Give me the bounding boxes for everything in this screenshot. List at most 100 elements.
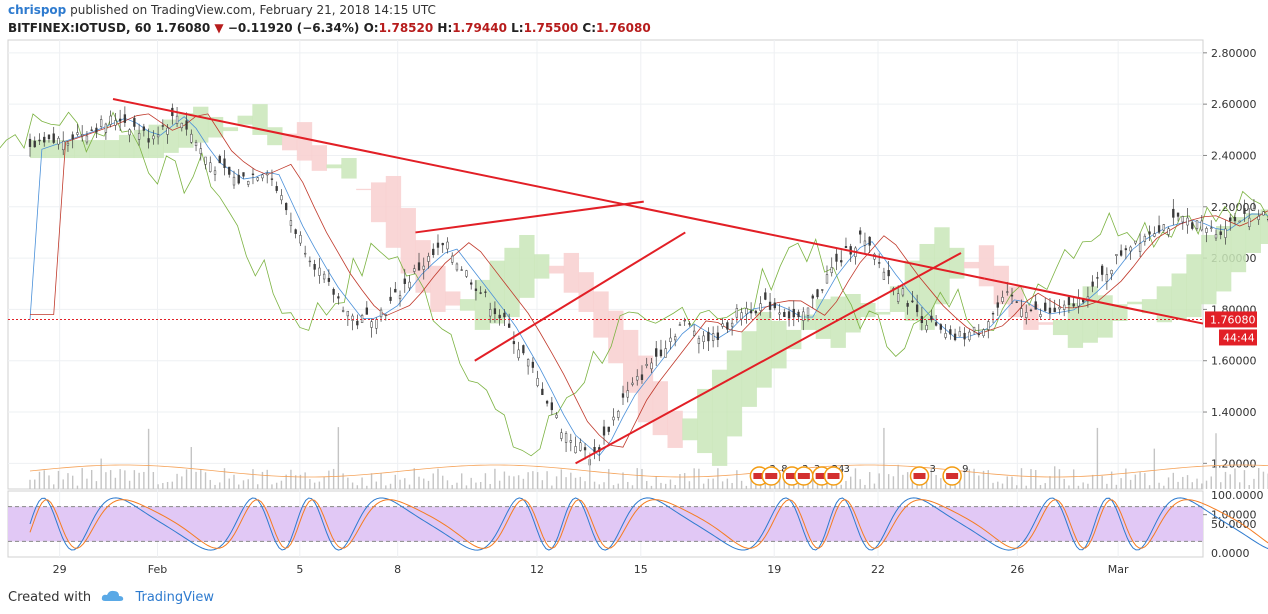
candle-body: [394, 288, 397, 293]
candle-body: [432, 248, 435, 256]
candle-body: [152, 135, 155, 140]
candle-body: [897, 293, 900, 302]
volume-bar: [627, 481, 629, 489]
candle-body: [1053, 307, 1056, 313]
candle-body: [636, 376, 639, 381]
volume-bar: [261, 471, 264, 489]
volume-bar: [304, 472, 306, 489]
candle-body: [304, 252, 307, 255]
volume-bar: [380, 473, 382, 489]
volume-bar: [456, 482, 458, 489]
price-tick-label: 2.80000: [1211, 47, 1257, 60]
candle-body: [422, 265, 425, 270]
trendline: [415, 200, 644, 234]
volume-bar: [484, 473, 487, 489]
volume-bar: [119, 469, 121, 489]
cloud-segment: [993, 265, 1009, 305]
volume-bar: [850, 476, 852, 489]
volume-bar: [1025, 485, 1027, 489]
volume-bar: [252, 469, 254, 489]
flag-stripe: [786, 473, 799, 479]
cloud-segment: [963, 261, 980, 269]
volume-bar: [584, 481, 586, 489]
volume-bar: [1158, 482, 1160, 489]
volume-bar: [498, 480, 501, 489]
event-badge-label: 9: [962, 464, 968, 475]
cloud-segment: [682, 418, 698, 441]
cloud-segment: [978, 245, 995, 287]
candle-body: [1143, 235, 1146, 242]
candle-body: [52, 133, 55, 143]
candle-body: [104, 123, 108, 133]
cloud-segment: [1141, 299, 1158, 314]
cloud-segment: [430, 265, 446, 312]
candle-body: [266, 173, 269, 176]
volume-bar: [1196, 478, 1198, 489]
candle-body: [493, 308, 497, 315]
volume-bar: [726, 478, 729, 489]
price-tick-label: 1.60000: [1211, 355, 1257, 368]
volume-bar: [712, 478, 714, 489]
volume-bar: [385, 485, 387, 489]
price-tick-label: 1.00000: [1211, 509, 1257, 522]
candle-body: [1034, 301, 1037, 310]
volume-bar: [887, 474, 890, 489]
volume-bar: [494, 468, 496, 489]
volume-bar: [864, 484, 866, 489]
candle-body: [62, 140, 65, 151]
cloud-segment: [118, 134, 135, 159]
volume-bar: [399, 479, 401, 489]
candle-body: [1148, 231, 1151, 235]
candle-body: [1044, 302, 1047, 311]
volume-bar: [1177, 481, 1179, 489]
cloud-segment: [934, 227, 950, 305]
volume-bar: [859, 479, 861, 489]
volume-bar: [641, 468, 643, 489]
candle-body: [669, 337, 672, 342]
tradingview-link[interactable]: TradingView: [135, 590, 214, 605]
volume-bar: [366, 485, 368, 489]
candle-body: [365, 307, 368, 315]
volume-bar: [1139, 471, 1141, 489]
candle-body: [1015, 301, 1018, 303]
volume-bar: [105, 472, 107, 489]
candle-body: [38, 139, 41, 142]
candle-body: [1195, 220, 1199, 229]
candle-body: [602, 426, 606, 436]
candle-body: [498, 314, 501, 319]
cloud-segment: [252, 104, 268, 135]
volume-bar: [631, 485, 634, 489]
cloud-segment: [1186, 254, 1202, 318]
cloud-segment: [875, 311, 891, 315]
volume-bar: [1101, 475, 1103, 489]
volume-bar: [698, 468, 700, 489]
candle-body: [968, 331, 971, 341]
volume-bar: [361, 477, 363, 489]
candle-body: [275, 186, 278, 191]
candle-body: [1172, 208, 1175, 218]
cloud-segment: [193, 106, 209, 143]
volume-bar: [152, 472, 155, 489]
author-name[interactable]: chrispop: [8, 3, 67, 17]
volume-bar: [489, 483, 491, 489]
volume-bar: [1006, 476, 1008, 489]
volume-bar: [309, 479, 311, 489]
candle-body: [716, 332, 720, 340]
flag-stripe: [797, 473, 810, 479]
candle-body: [318, 267, 321, 276]
cloud-segment: [296, 122, 313, 161]
price-tick-label: 2.60000: [1211, 98, 1257, 111]
candle-body: [1233, 217, 1237, 222]
volume-bar: [442, 475, 444, 489]
volume-bar: [1248, 485, 1250, 489]
volume-bar: [570, 472, 572, 489]
volume-bar: [959, 479, 961, 489]
volume-bar: [655, 476, 657, 489]
volume-bar: [176, 473, 178, 489]
volume-bar: [190, 447, 192, 489]
volume-bar: [71, 475, 74, 489]
candle-body: [1176, 212, 1180, 217]
volume-bar: [1163, 485, 1165, 489]
volume-bar: [100, 458, 102, 489]
